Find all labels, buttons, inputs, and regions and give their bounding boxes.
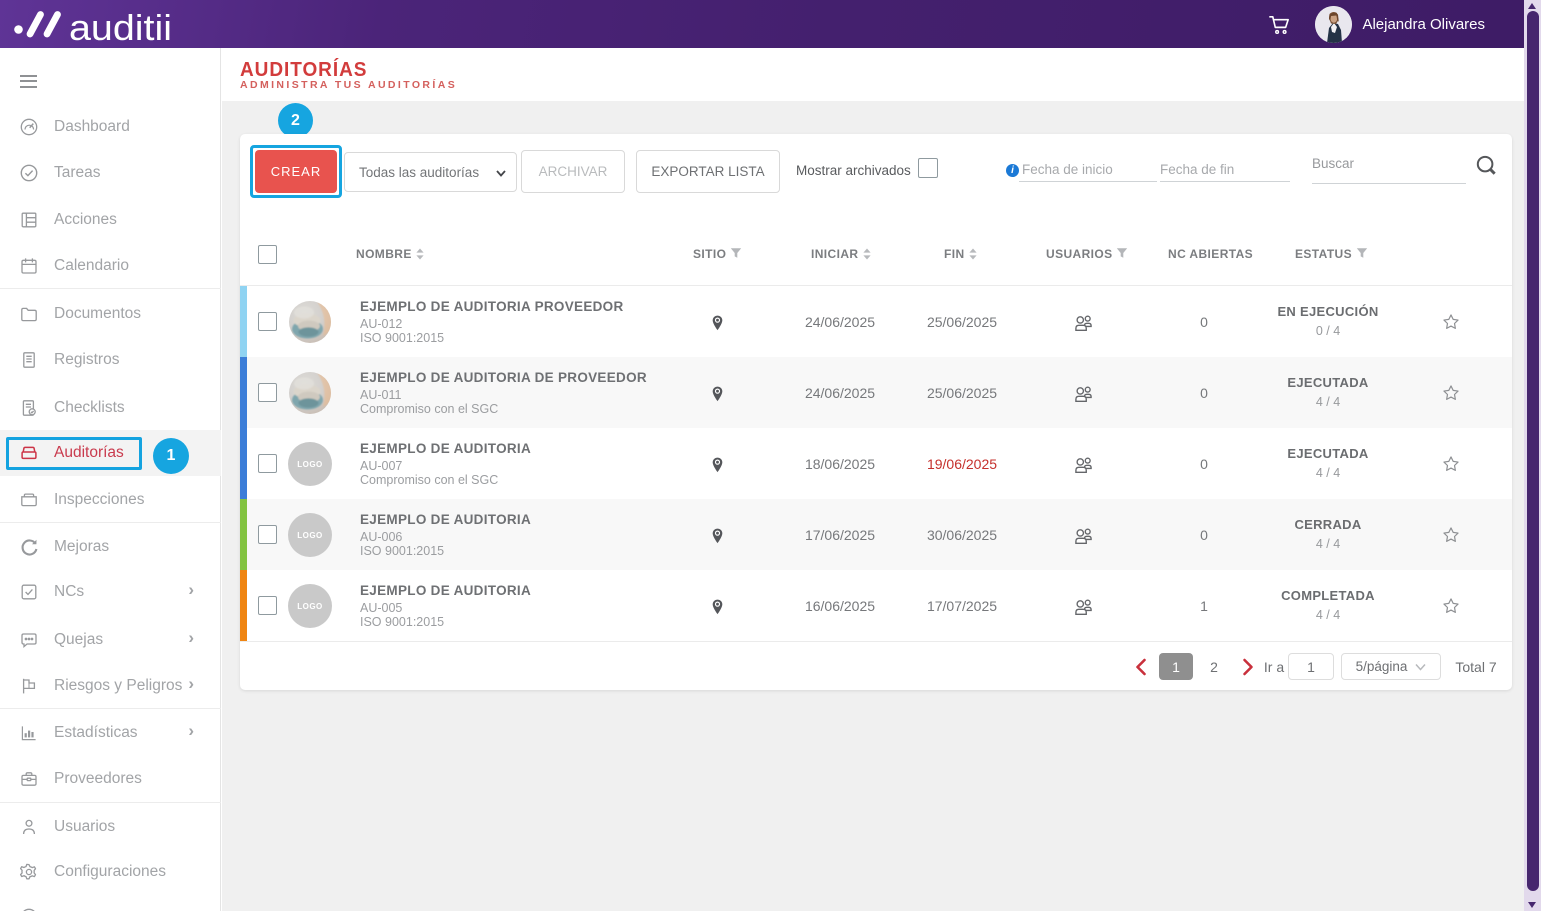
svg-text:auditii: auditii — [69, 7, 172, 48]
